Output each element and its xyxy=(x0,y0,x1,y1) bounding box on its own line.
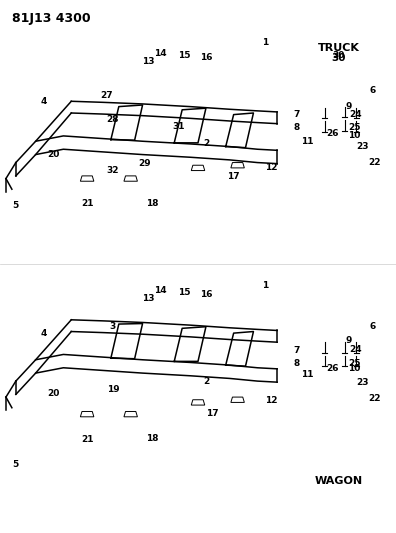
Text: 12: 12 xyxy=(265,164,278,172)
Text: 24: 24 xyxy=(349,110,362,119)
Text: 11: 11 xyxy=(301,370,313,378)
Text: 2: 2 xyxy=(203,140,209,148)
Text: 5: 5 xyxy=(13,201,19,209)
Text: 13: 13 xyxy=(142,57,155,66)
Text: 6: 6 xyxy=(369,322,375,330)
Text: 18: 18 xyxy=(146,434,159,442)
Text: 28: 28 xyxy=(107,116,119,124)
Text: 30: 30 xyxy=(331,53,346,62)
Text: 20: 20 xyxy=(47,150,60,159)
Text: 14: 14 xyxy=(154,49,167,58)
Text: 7: 7 xyxy=(294,346,300,355)
Text: 6: 6 xyxy=(369,86,375,95)
Text: 2: 2 xyxy=(203,377,209,385)
Text: 4: 4 xyxy=(40,97,47,106)
Text: 31: 31 xyxy=(172,123,185,131)
Text: 3: 3 xyxy=(110,322,116,330)
Text: 1: 1 xyxy=(262,38,268,47)
Text: 24: 24 xyxy=(349,345,362,353)
Text: 26: 26 xyxy=(326,365,339,373)
Text: 10: 10 xyxy=(348,132,361,140)
Text: 26: 26 xyxy=(326,129,339,138)
Text: 4: 4 xyxy=(40,329,47,337)
Text: 9: 9 xyxy=(345,336,352,344)
Text: 13: 13 xyxy=(142,294,155,303)
Text: 22: 22 xyxy=(368,394,381,403)
Text: 21: 21 xyxy=(81,435,93,444)
Text: 12: 12 xyxy=(265,397,278,405)
Text: WAGON: WAGON xyxy=(314,476,363,486)
Text: 16: 16 xyxy=(200,53,212,61)
Text: 27: 27 xyxy=(101,92,113,100)
Text: TRUCK: TRUCK xyxy=(318,43,360,53)
Text: 25: 25 xyxy=(348,359,361,368)
Text: 25: 25 xyxy=(348,124,361,132)
Text: 30: 30 xyxy=(332,52,345,60)
Text: 20: 20 xyxy=(47,389,60,398)
Text: 18: 18 xyxy=(146,199,159,208)
Text: 17: 17 xyxy=(206,409,218,417)
Text: 15: 15 xyxy=(178,288,190,296)
Text: 5: 5 xyxy=(13,461,19,469)
Text: 8: 8 xyxy=(294,124,300,132)
Text: 10: 10 xyxy=(348,365,361,373)
Text: 17: 17 xyxy=(227,173,240,181)
Text: 23: 23 xyxy=(356,142,369,151)
Text: 11: 11 xyxy=(301,137,313,146)
Text: 15: 15 xyxy=(178,52,190,60)
Text: 29: 29 xyxy=(138,159,151,168)
Text: 23: 23 xyxy=(356,378,369,387)
Text: 19: 19 xyxy=(107,385,119,393)
Text: 7: 7 xyxy=(294,110,300,119)
Text: 16: 16 xyxy=(200,290,212,298)
Text: 8: 8 xyxy=(294,359,300,368)
Text: 1: 1 xyxy=(262,281,268,289)
Text: 14: 14 xyxy=(154,286,167,295)
Text: 21: 21 xyxy=(81,199,93,208)
Text: 81J13 4300: 81J13 4300 xyxy=(12,12,91,25)
Text: 9: 9 xyxy=(345,102,352,111)
Text: 22: 22 xyxy=(368,158,381,167)
Text: 32: 32 xyxy=(107,166,119,175)
